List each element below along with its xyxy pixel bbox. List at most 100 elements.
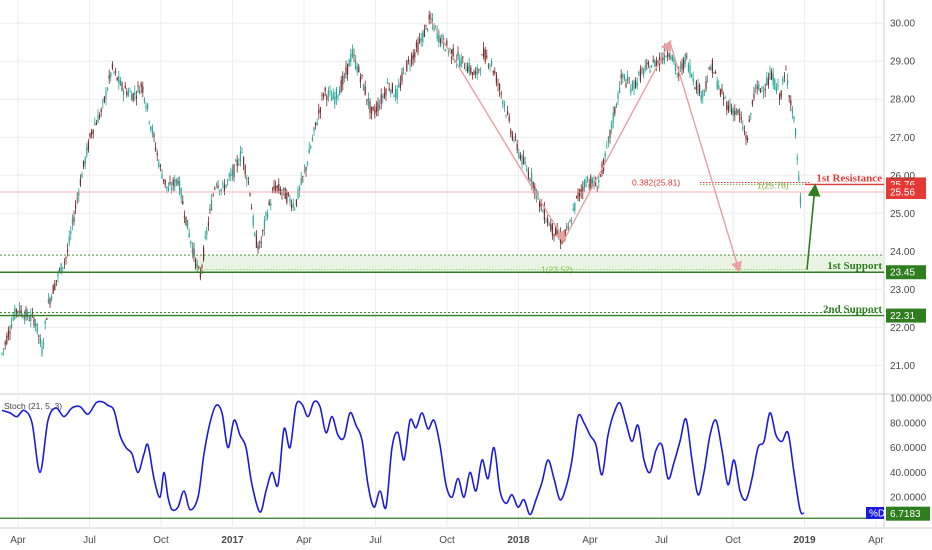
candle-body [472,72,473,75]
candle-body [46,318,47,320]
candle-body [59,269,60,270]
candle-body [726,102,727,110]
candle-body [397,89,398,99]
candle-body [529,180,530,181]
candle-body [270,203,271,205]
x-tick-label: 2019 [793,535,816,546]
candle-body [201,266,202,268]
candle-body [496,74,497,83]
candle-body [112,63,113,68]
candle-body [357,66,358,72]
candle-body [99,115,100,118]
candle-body [97,115,98,123]
candle-body [648,62,649,65]
candle-body [520,155,521,158]
y-tick-label: 26.00 [890,171,915,182]
candle-body [297,189,298,198]
candle-body [104,97,105,102]
candle-body [117,77,118,80]
candle-body [120,80,121,86]
candle-body [161,174,162,179]
level-badge-value: 22.31 [890,311,915,322]
candle-body [334,97,335,105]
candle-body [168,187,169,191]
candle-body [259,241,260,248]
candle-body [176,179,177,183]
candle-body [653,60,654,61]
candle-body [425,25,426,26]
candle-body [592,179,593,183]
candle-body [646,63,647,64]
x-tick-label: 2018 [507,535,530,546]
candle-body [587,177,588,179]
proj-2-label: 1(23.52) [541,265,573,275]
candle-body [393,96,394,97]
candle-body [310,146,311,148]
candle-body [368,98,369,105]
candle-body [171,188,172,189]
candle-body [675,64,676,70]
candle-body [144,98,145,101]
candle-body [701,95,702,101]
candle-body [301,178,302,185]
candle-body [489,65,490,66]
candle-body [128,92,129,96]
x-tick-label: Oct [725,535,741,546]
candle-body [760,88,761,92]
candle-body [731,109,732,114]
candle-body [376,106,377,111]
candle-body [481,55,482,56]
candle-body [627,76,628,81]
candle-body [619,87,620,93]
candle-body [401,73,402,81]
candle-body [667,53,668,57]
candle-body [45,321,46,324]
candle-body [291,205,292,208]
candle-body [390,90,391,94]
candle-body [93,130,94,134]
candle-body [429,15,430,19]
candle-body [761,87,762,88]
candle-body [285,188,286,199]
candle-body [512,133,513,139]
candle-body [398,85,399,87]
candle-body [702,90,703,97]
candle-body [389,89,390,90]
candle-body [710,67,711,70]
candle-body [395,89,396,98]
candle-body [302,176,303,177]
candle-body [763,92,764,93]
candle-body [505,115,506,116]
candle-body [497,84,498,85]
stoch-tick-label: 80.0000 [890,418,927,429]
candle-body [691,74,692,77]
stoch-tick-label: 20.0000 [890,493,927,504]
candle-body [353,55,354,56]
y-tick-label: 24.00 [890,247,915,258]
candle-body [40,338,41,344]
price-levels: 0.382(25.81) 1(25.76)1(23.52)1st Resistan… [0,172,926,322]
candle-body [797,157,798,159]
candle-body [109,75,110,79]
candle-body [750,113,751,115]
candle-body [49,299,50,305]
candle-body [665,56,666,57]
x-tick-label: Apr [10,535,26,546]
candle-body [421,38,422,40]
x-tick-label: Jul [83,535,96,546]
candle-body [134,92,135,95]
candle-body [232,169,233,175]
candle-body [569,221,570,222]
candle-body [187,220,188,229]
candle-body [689,65,690,75]
candle-body [699,85,700,93]
candle-body [403,70,404,71]
candle-body [318,110,319,113]
candle-body [264,220,265,229]
candle-body [153,134,154,137]
candle-body [622,74,623,78]
candle-body [792,109,793,113]
candle-body [365,87,366,95]
candle-body [261,242,262,243]
candle-body [254,233,255,236]
